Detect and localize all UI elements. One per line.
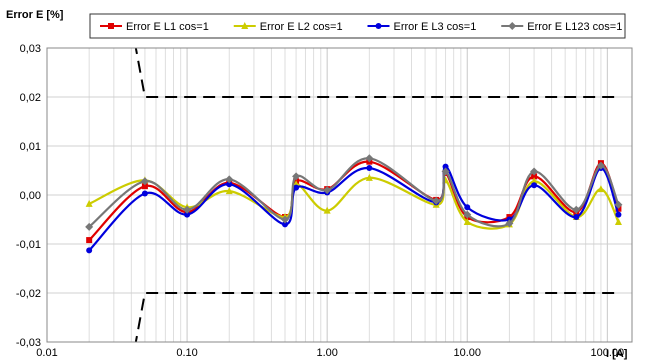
data-point-series-4 xyxy=(292,172,301,181)
data-point-series-3 xyxy=(366,165,373,172)
data-point-series-3 xyxy=(531,182,538,189)
data-point-series-4 xyxy=(85,222,94,231)
data-point-series-4 xyxy=(463,210,472,219)
legend-swatch-marker xyxy=(108,23,114,29)
data-point-series-4 xyxy=(572,205,581,214)
y-tick-label: 0,03 xyxy=(20,43,41,55)
legend-label: Error E L1 cos=1 xyxy=(126,21,209,33)
data-point-series-4 xyxy=(225,175,234,184)
data-point-series-4 xyxy=(280,215,289,224)
y-tick-label: 0,02 xyxy=(20,92,41,104)
x-axis-title: I [A] xyxy=(606,348,628,360)
legend-box xyxy=(89,13,626,39)
data-point-series-2 xyxy=(323,206,331,214)
legend-swatch-marker xyxy=(375,23,382,29)
data-point-series-3 xyxy=(442,163,449,170)
data-point-series-3 xyxy=(226,181,233,188)
data-point-series-4 xyxy=(432,196,441,205)
data-point-series-3 xyxy=(615,211,622,218)
data-point-series-2 xyxy=(597,185,605,193)
data-point-series-1 xyxy=(141,183,148,190)
data-point-series-2 xyxy=(85,199,93,207)
y-tick-label: 0,01 xyxy=(20,141,41,153)
data-point-series-4 xyxy=(183,205,192,214)
series-line-4 xyxy=(88,157,620,228)
data-point-series-2 xyxy=(365,173,373,181)
legend-label: Error E L3 cos=1 xyxy=(394,21,477,33)
data-point-series-2 xyxy=(463,217,471,225)
y-tick-label: -0,02 xyxy=(16,288,41,300)
data-point-series-1 xyxy=(531,173,538,180)
y-tick-label: -0,01 xyxy=(16,239,41,251)
data-point-series-3 xyxy=(281,221,288,228)
legend-swatch-marker xyxy=(508,22,517,30)
data-point-series-4 xyxy=(530,167,539,176)
data-point-series-4 xyxy=(323,186,332,195)
x-tick-label: 1.00 xyxy=(316,347,337,359)
data-point-series-2 xyxy=(614,217,622,225)
limit-line xyxy=(134,292,619,342)
data-point-series-2 xyxy=(225,187,233,195)
series-line-3 xyxy=(88,165,620,252)
x-tick-label: 100.00 xyxy=(591,347,625,359)
data-point-series-2 xyxy=(530,177,538,185)
x-tick-label: 0.10 xyxy=(176,347,197,359)
x-tick-label: 10.00 xyxy=(453,347,481,359)
legend-label: Error E L2 cos=1 xyxy=(260,21,343,33)
data-point-series-4 xyxy=(596,161,605,170)
y-tick-label: 0,00 xyxy=(20,190,41,202)
axes: 0,03 0,02 0,01 0,00 -0,01 -0,02 -0,030.01 0.10 1… xyxy=(16,43,633,359)
data-point-series-1 xyxy=(86,237,93,244)
series-lines xyxy=(85,154,623,254)
limit-lines xyxy=(134,48,619,342)
data-point-series-4 xyxy=(614,200,623,209)
data-point-series-3 xyxy=(184,211,191,218)
limit-line xyxy=(134,48,619,98)
y-tick-label: -0,03 xyxy=(16,337,41,349)
data-point-series-4 xyxy=(140,177,149,186)
x-tick-label: 0.01 xyxy=(36,347,57,359)
data-point-series-4 xyxy=(441,167,450,176)
data-point-series-3 xyxy=(464,204,471,211)
legend: Error E L1 cos=1 Error E L2 cos=1 Error E … xyxy=(89,13,626,39)
data-point-series-3 xyxy=(141,190,148,197)
y-axis-title: Error E [%] xyxy=(6,9,64,21)
data-point-series-3 xyxy=(573,214,580,221)
data-point-series-4 xyxy=(365,154,374,163)
legend-swatch-marker xyxy=(241,22,249,29)
data-point-series-3 xyxy=(293,184,300,191)
legend-label: Error E L123 cos=1 xyxy=(527,21,622,33)
plot-frame xyxy=(46,47,633,343)
data-point-series-4 xyxy=(505,219,514,228)
data-point-series-3 xyxy=(86,247,93,254)
series-line-2 xyxy=(88,176,620,230)
